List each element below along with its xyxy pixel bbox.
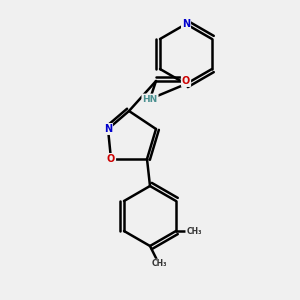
Text: O: O <box>182 76 190 86</box>
Text: N: N <box>104 124 112 134</box>
Text: N: N <box>182 19 190 29</box>
Text: O: O <box>107 154 115 164</box>
Text: HN: HN <box>142 94 158 103</box>
Text: CH₃: CH₃ <box>186 226 202 236</box>
Text: CH₃: CH₃ <box>151 260 167 268</box>
